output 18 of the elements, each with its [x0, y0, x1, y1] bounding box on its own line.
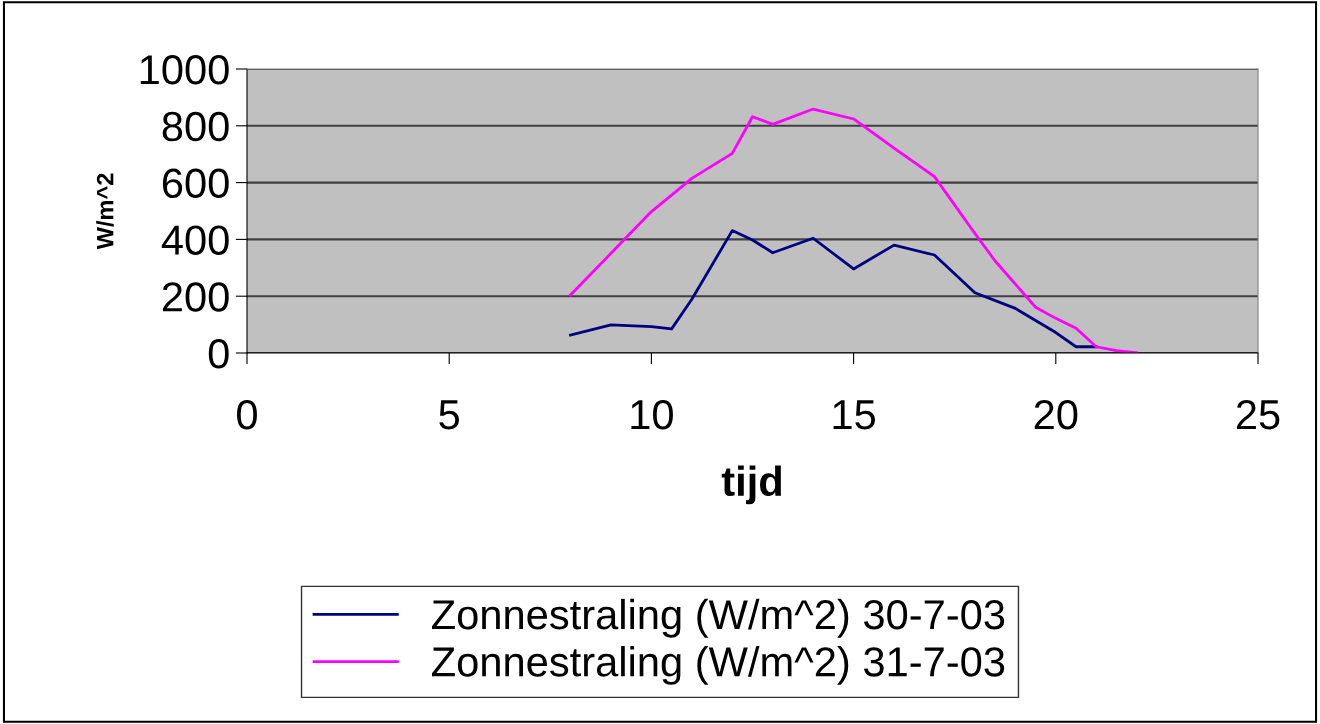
- y-axis-title: W/m^2: [96, 173, 114, 250]
- y-tick-label: 200: [162, 282, 229, 312]
- y-tick-label: 600: [162, 168, 229, 199]
- x-tick-label: 10: [631, 399, 673, 430]
- legend-label: Zonnestraling (W/m^2) 31-7-03: [432, 646, 1005, 685]
- y-tick-label: 800: [162, 111, 229, 142]
- x-tick-label: 0: [237, 399, 257, 430]
- legend-label: Zonnestraling (W/m^2) 30-7-03: [432, 598, 1005, 638]
- x-tick-label: 25: [1236, 399, 1280, 430]
- y-tick-label: 0: [208, 339, 229, 369]
- x-tick-label: 20: [1034, 399, 1078, 430]
- y-tick-label: 400: [161, 225, 229, 255]
- x-tick-label: 5: [439, 400, 460, 430]
- line-series: [569, 107, 1139, 353]
- x-tick-label: 15: [833, 400, 876, 430]
- y-tick-label: 1000: [140, 55, 229, 85]
- line-series: [569, 229, 1098, 349]
- x-axis-title: tijd: [721, 465, 781, 505]
